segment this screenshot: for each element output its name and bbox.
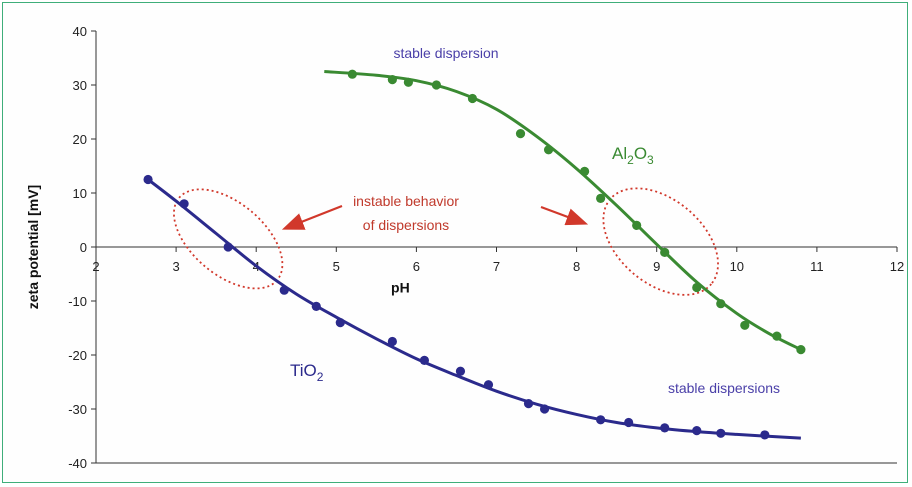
- tio2-data-point: [596, 415, 606, 425]
- al2o3-data-point: [403, 77, 413, 87]
- tio2-data-point: [279, 285, 289, 295]
- al2o3-data-point: [543, 145, 554, 155]
- left-arrow: [281, 204, 343, 230]
- right-arrow: [540, 205, 589, 226]
- x-tick-label: 2: [92, 259, 99, 274]
- al2o3-data-point: [632, 220, 642, 230]
- al2o3-data-point: [692, 282, 702, 293]
- y-tick-label: -30: [68, 402, 87, 417]
- y-tick-label: -10: [68, 294, 87, 309]
- tio2-data-point: [760, 430, 770, 440]
- y-tick-label: 20: [73, 132, 87, 147]
- y-tick-label: 40: [73, 24, 87, 39]
- tio2-data-point: [179, 199, 189, 209]
- tio2-data-point: [483, 380, 494, 390]
- al2o3-data-point: [716, 299, 726, 309]
- x-axis-title: pH: [391, 280, 410, 296]
- x-tick-label: 5: [333, 259, 340, 274]
- al2o3-data-point: [347, 69, 357, 79]
- y-axis-title: zeta potential [mV]: [25, 185, 41, 309]
- x-tick-label: 10: [730, 259, 744, 274]
- tio2-data-point: [223, 242, 233, 252]
- al2o3-instability-ellipse: [602, 187, 719, 296]
- y-tick-label: -20: [68, 348, 87, 363]
- x-tick-label: 6: [413, 259, 420, 274]
- x-tick-label: 3: [172, 259, 179, 274]
- tio2-data-point: [419, 355, 430, 365]
- instable-behavior-annotation-line2: of dispersions: [363, 217, 449, 233]
- tio2-series-label: TiO2: [290, 361, 324, 384]
- stable-dispersion-annotation: stable dispersion: [393, 45, 498, 61]
- tio2-data-point: [624, 417, 634, 428]
- y-tick-label: 30: [73, 78, 87, 93]
- al2o3-curve: [324, 70, 802, 351]
- tio2-instability-ellipse: [173, 188, 284, 290]
- tio2-data-point: [455, 366, 466, 376]
- al2o3-data-point: [387, 75, 397, 85]
- al2o3-data-point: [467, 93, 478, 104]
- tio2-data-point: [335, 318, 345, 328]
- tio2-data-point: [387, 336, 397, 347]
- al2o3-data-point: [796, 345, 806, 355]
- tio2-data-point: [716, 428, 726, 438]
- al2o3-data-point: [740, 320, 750, 330]
- al2o3-data-point: [660, 247, 670, 257]
- al2o3-series-label: Al2O3: [612, 144, 654, 167]
- y-tick-label: 10: [73, 186, 87, 201]
- tio2-data-point: [692, 426, 702, 436]
- al2o3-data-point: [515, 129, 526, 139]
- tio2-data-point: [523, 399, 534, 409]
- al2o3-data-point: [580, 166, 590, 176]
- al2o3-data-point: [596, 193, 606, 203]
- al2o3-data-point: [431, 80, 442, 90]
- tio2-data-point: [311, 301, 321, 311]
- y-tick-label: 0: [80, 240, 87, 255]
- tio2-data-point: [660, 423, 670, 433]
- y-tick-label: -40: [68, 456, 87, 471]
- x-tick-label: 8: [573, 259, 580, 274]
- instable-behavior-annotation-line1: instable behavior: [353, 193, 459, 209]
- x-tick-label: 12: [890, 259, 904, 274]
- stable-dispersions-annotation: stable dispersions: [668, 380, 780, 396]
- x-tick-label: 7: [493, 259, 500, 274]
- tio2-data-point: [143, 174, 153, 185]
- x-tick-label: 11: [810, 259, 824, 274]
- al2o3-data-point: [772, 331, 782, 341]
- tio2-data-point: [539, 404, 550, 414]
- x-tick-label: 9: [653, 259, 660, 274]
- tio2-curve: [147, 178, 801, 440]
